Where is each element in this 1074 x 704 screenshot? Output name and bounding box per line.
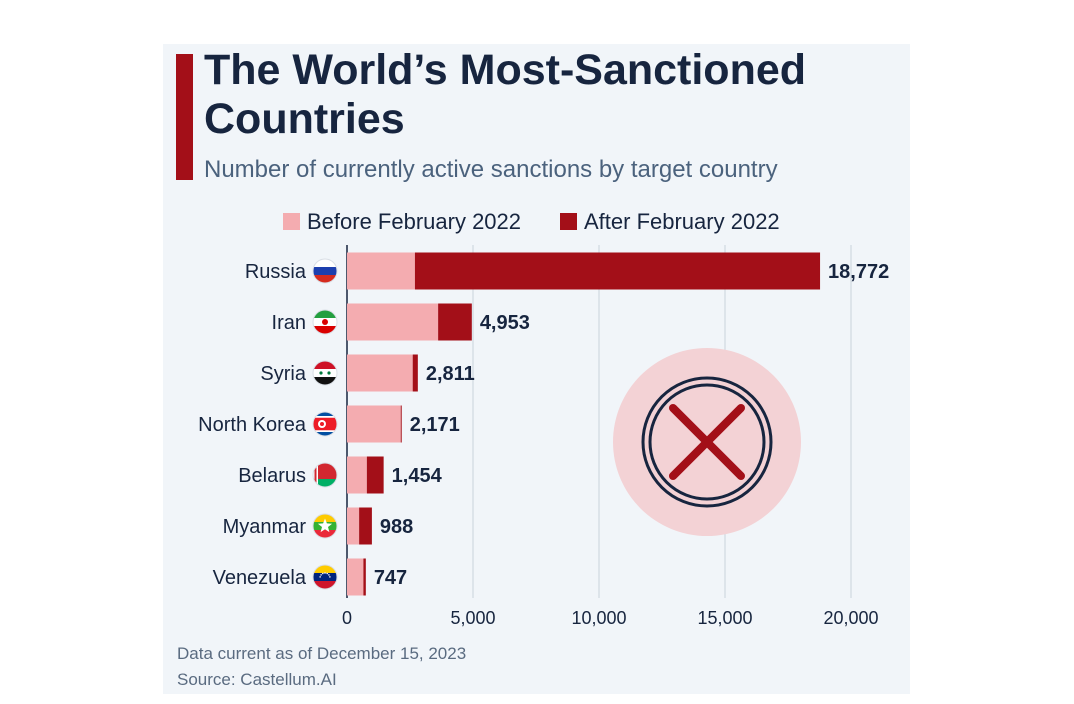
- category-label: Belarus: [238, 465, 306, 487]
- north-korea-flag-icon: [312, 411, 338, 437]
- category-label: Myanmar: [223, 516, 307, 538]
- value-label: 18,772: [828, 261, 889, 283]
- x-tick-label: 5,000: [450, 608, 495, 628]
- value-label: 747: [374, 567, 407, 589]
- bar-before: [347, 456, 367, 494]
- chart-subtitle: Number of currently active sanctions by …: [204, 156, 778, 183]
- x-tick-label: 10,000: [571, 608, 626, 628]
- value-label: 2,171: [410, 414, 460, 436]
- bar-after: [400, 405, 402, 443]
- bar-after: [363, 558, 366, 596]
- legend-label-before: Before February 2022: [307, 209, 522, 234]
- bar-after: [438, 303, 472, 341]
- bar-after: [412, 354, 418, 392]
- legend-label-after: After February 2022: [584, 209, 780, 234]
- venezuela-flag-icon: [312, 564, 338, 590]
- legend-swatch-after: [560, 213, 577, 230]
- category-label: Venezuela: [213, 567, 307, 589]
- x-tick-label: 0: [342, 608, 352, 628]
- value-label: 1,454: [392, 465, 443, 487]
- bar-after: [366, 456, 384, 494]
- bar-before: [347, 252, 415, 290]
- data-note: Data current as of December 15, 2023: [177, 644, 467, 663]
- chart-title: The World’s Most-Sanctioned Countries: [204, 46, 807, 143]
- value-label: 988: [380, 516, 413, 538]
- category-label: Russia: [245, 261, 307, 283]
- x-tick-label: 20,000: [823, 608, 878, 628]
- value-label: 4,953: [480, 312, 530, 334]
- chart-card: [163, 44, 910, 694]
- bars: [347, 252, 821, 596]
- bar-after: [359, 507, 372, 545]
- belarus-flag-icon: [312, 462, 338, 488]
- x-tick-label: 15,000: [697, 608, 752, 628]
- russia-flag-icon: [312, 258, 338, 284]
- myanmar-flag-icon: [312, 513, 338, 539]
- syria-flag-icon: [312, 360, 338, 386]
- iran-flag-icon: [312, 309, 338, 335]
- bar-before: [347, 405, 401, 443]
- bar-after: [414, 252, 821, 290]
- bar-before: [347, 303, 439, 341]
- category-label: Iran: [272, 312, 306, 334]
- bar-before: [347, 354, 413, 392]
- category-label: Syria: [260, 363, 306, 385]
- category-label: North Korea: [198, 414, 307, 436]
- legend-swatch-before: [283, 213, 300, 230]
- source-note: Source: Castellum.AI: [177, 670, 337, 689]
- labels: 0 5,000 10,000 15,000 20,000 18,772 Russia 4,95…: [198, 258, 889, 628]
- bar-before: [347, 558, 364, 596]
- value-label: 2,811: [426, 363, 475, 385]
- title-accent-bar: [176, 54, 193, 180]
- bar-before: [347, 507, 360, 545]
- sanctions-x-icon: [613, 348, 801, 536]
